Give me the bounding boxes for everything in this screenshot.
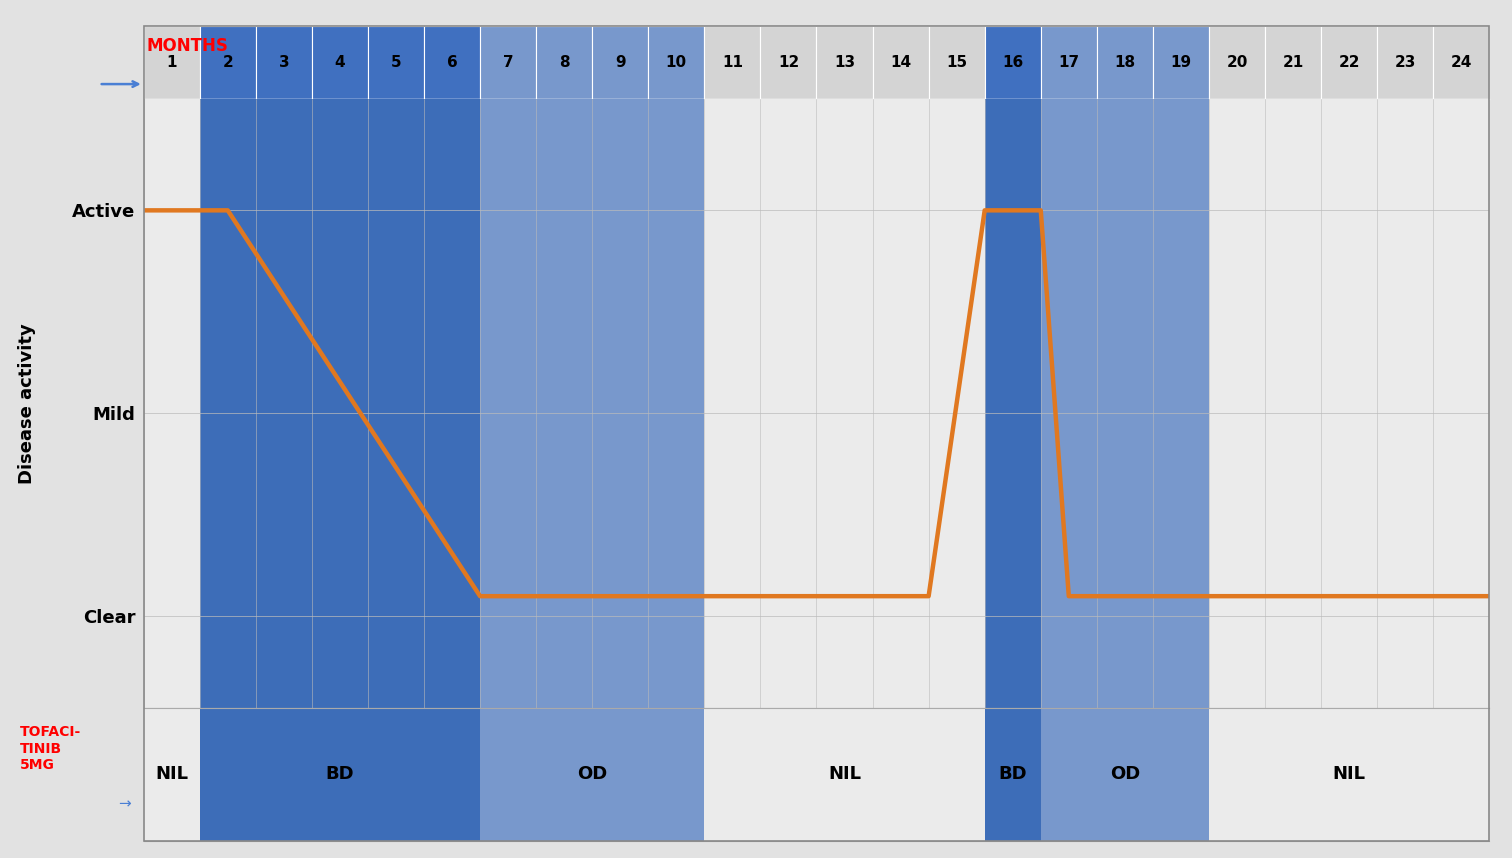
Text: 12: 12 — [777, 55, 798, 69]
Text: NIL: NIL — [829, 765, 860, 783]
Bar — [479, 99, 705, 708]
Bar — [761, 26, 816, 99]
Bar — [367, 26, 423, 99]
Bar — [984, 708, 1040, 841]
Text: →: → — [118, 797, 130, 812]
Bar — [1040, 26, 1096, 99]
Text: 8: 8 — [559, 55, 570, 69]
Text: 9: 9 — [615, 55, 626, 69]
Bar — [1040, 708, 1210, 841]
Bar — [1040, 99, 1210, 708]
Text: 18: 18 — [1114, 55, 1136, 69]
Bar — [256, 26, 311, 99]
Text: 4: 4 — [334, 55, 345, 69]
Text: 1: 1 — [166, 55, 177, 69]
Text: 23: 23 — [1394, 55, 1415, 69]
Text: 22: 22 — [1338, 55, 1359, 69]
Text: 24: 24 — [1450, 55, 1473, 69]
Bar — [593, 26, 649, 99]
Text: 7: 7 — [503, 55, 514, 69]
Bar — [872, 26, 928, 99]
Bar — [984, 26, 1040, 99]
Text: 13: 13 — [835, 55, 856, 69]
Bar — [537, 26, 593, 99]
Bar — [928, 26, 984, 99]
Text: BD: BD — [325, 765, 354, 783]
Text: 19: 19 — [1170, 55, 1191, 69]
Text: NIL: NIL — [156, 765, 187, 783]
Bar — [479, 26, 537, 99]
Bar — [200, 26, 256, 99]
Bar — [816, 26, 872, 99]
Bar — [1433, 26, 1489, 99]
Text: 15: 15 — [947, 55, 968, 69]
Text: 20: 20 — [1226, 55, 1247, 69]
Text: 17: 17 — [1058, 55, 1080, 69]
Text: 2: 2 — [222, 55, 233, 69]
Bar — [1321, 26, 1377, 99]
Text: OD: OD — [578, 765, 608, 783]
Text: NIL: NIL — [1332, 765, 1365, 783]
Text: 21: 21 — [1282, 55, 1303, 69]
Text: 10: 10 — [665, 55, 686, 69]
Text: OD: OD — [1110, 765, 1140, 783]
Bar — [1266, 26, 1321, 99]
Text: TOFACI-
TINIB
5MG: TOFACI- TINIB 5MG — [20, 725, 82, 772]
Text: MONTHS: MONTHS — [147, 37, 228, 55]
Bar — [479, 708, 705, 841]
Bar — [705, 26, 761, 99]
Bar — [1210, 26, 1266, 99]
Bar — [200, 708, 479, 841]
Text: 5: 5 — [390, 55, 401, 69]
Bar — [144, 26, 200, 99]
Text: 11: 11 — [721, 55, 742, 69]
Text: 14: 14 — [891, 55, 912, 69]
Text: 16: 16 — [1002, 55, 1024, 69]
Bar — [311, 26, 367, 99]
Text: 6: 6 — [446, 55, 458, 69]
Text: Disease activity: Disease activity — [18, 323, 36, 484]
Bar — [200, 99, 479, 708]
Bar — [984, 99, 1040, 708]
Bar — [649, 26, 705, 99]
Bar — [1096, 26, 1152, 99]
Bar — [1377, 26, 1433, 99]
Bar — [423, 26, 481, 99]
Bar — [1152, 26, 1210, 99]
Text: 3: 3 — [278, 55, 289, 69]
Text: BD: BD — [998, 765, 1027, 783]
